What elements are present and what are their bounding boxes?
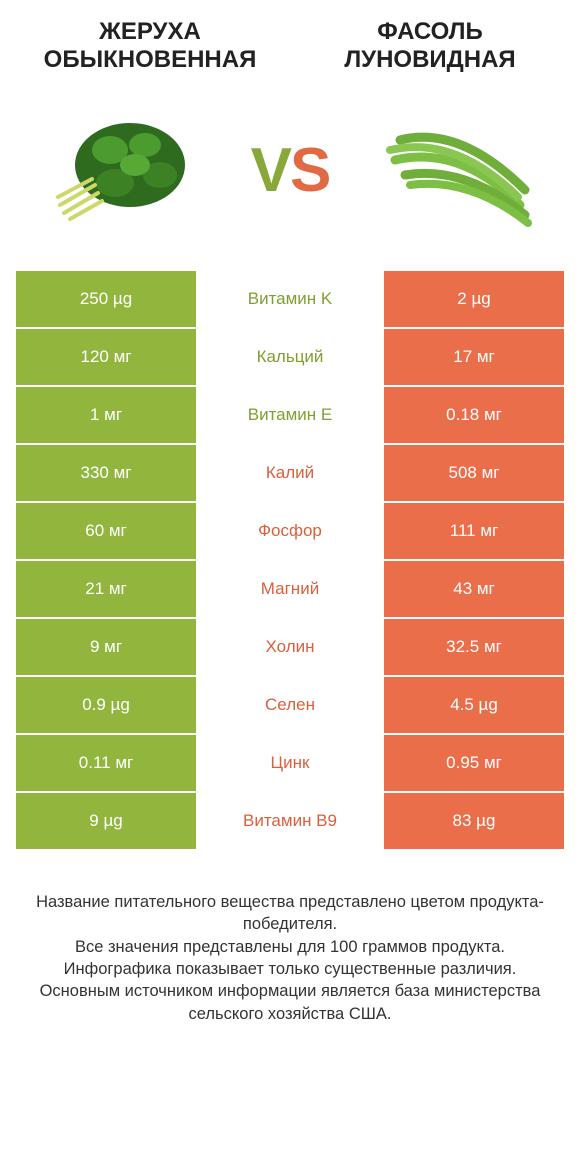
right-value: 0.18 мг xyxy=(384,387,564,443)
right-value: 17 мг xyxy=(384,329,564,385)
table-row: 250 µgВитамин K2 µg xyxy=(16,271,564,329)
nutrient-name: Селен xyxy=(196,677,384,733)
vs-v: V xyxy=(251,136,290,205)
footer-line: Инфографика показывает только существенн… xyxy=(28,958,552,980)
left-value: 0.11 мг xyxy=(16,735,196,791)
nutrient-name: Цинк xyxy=(196,735,384,791)
left-value: 9 мг xyxy=(16,619,196,675)
left-value: 120 мг xyxy=(16,329,196,385)
vs-s: S xyxy=(290,136,329,205)
table-row: 21 мгМагний43 мг xyxy=(16,561,564,619)
right-value: 43 мг xyxy=(384,561,564,617)
right-value: 2 µg xyxy=(384,271,564,327)
nutrient-name: Кальций xyxy=(196,329,384,385)
right-value: 0.95 мг xyxy=(384,735,564,791)
left-value: 9 µg xyxy=(16,793,196,849)
left-value: 250 µg xyxy=(16,271,196,327)
table-row: 1 мгВитамин E0.18 мг xyxy=(16,387,564,445)
nutrient-name: Калий xyxy=(196,445,384,501)
right-food-image xyxy=(370,105,540,235)
footer-line: Основным источником информации является … xyxy=(28,980,552,1025)
titles-row: ЖЕРУХА ОБЫКНОВЕННАЯ ФАСОЛЬ ЛУНОВИДНАЯ xyxy=(0,0,580,81)
nutrient-name: Холин xyxy=(196,619,384,675)
left-value: 21 мг xyxy=(16,561,196,617)
left-value: 0.9 µg xyxy=(16,677,196,733)
footer-line: Название питательного вещества представл… xyxy=(28,891,552,936)
comparison-table: 250 µgВитамин K2 µg120 мгКальций17 мг1 м… xyxy=(0,271,580,851)
left-value: 1 мг xyxy=(16,387,196,443)
table-row: 330 мгКалий508 мг xyxy=(16,445,564,503)
right-value: 83 µg xyxy=(384,793,564,849)
hero-row: VS xyxy=(0,81,580,271)
table-row: 9 мгХолин32.5 мг xyxy=(16,619,564,677)
table-row: 120 мгКальций17 мг xyxy=(16,329,564,387)
vs-label: VS xyxy=(251,135,330,206)
table-row: 9 µgВитамин B983 µg xyxy=(16,793,564,851)
left-food-image xyxy=(40,105,210,235)
right-value: 32.5 мг xyxy=(384,619,564,675)
nutrient-name: Магний xyxy=(196,561,384,617)
nutrient-name: Витамин E xyxy=(196,387,384,443)
footer-line: Все значения представлены для 100 граммо… xyxy=(28,936,552,958)
right-food-title: ФАСОЛЬ ЛУНОВИДНАЯ xyxy=(290,18,570,73)
left-food-title: ЖЕРУХА ОБЫКНОВЕННАЯ xyxy=(10,18,290,73)
right-value: 508 мг xyxy=(384,445,564,501)
table-row: 60 мгФосфор111 мг xyxy=(16,503,564,561)
nutrient-name: Витамин B9 xyxy=(196,793,384,849)
left-value: 60 мг xyxy=(16,503,196,559)
right-value: 111 мг xyxy=(384,503,564,559)
nutrient-name: Витамин K xyxy=(196,271,384,327)
footer-notes: Название питательного вещества представл… xyxy=(0,851,580,1045)
table-row: 0.9 µgСелен4.5 µg xyxy=(16,677,564,735)
table-row: 0.11 мгЦинк0.95 мг xyxy=(16,735,564,793)
right-value: 4.5 µg xyxy=(384,677,564,733)
left-value: 330 мг xyxy=(16,445,196,501)
nutrient-name: Фосфор xyxy=(196,503,384,559)
